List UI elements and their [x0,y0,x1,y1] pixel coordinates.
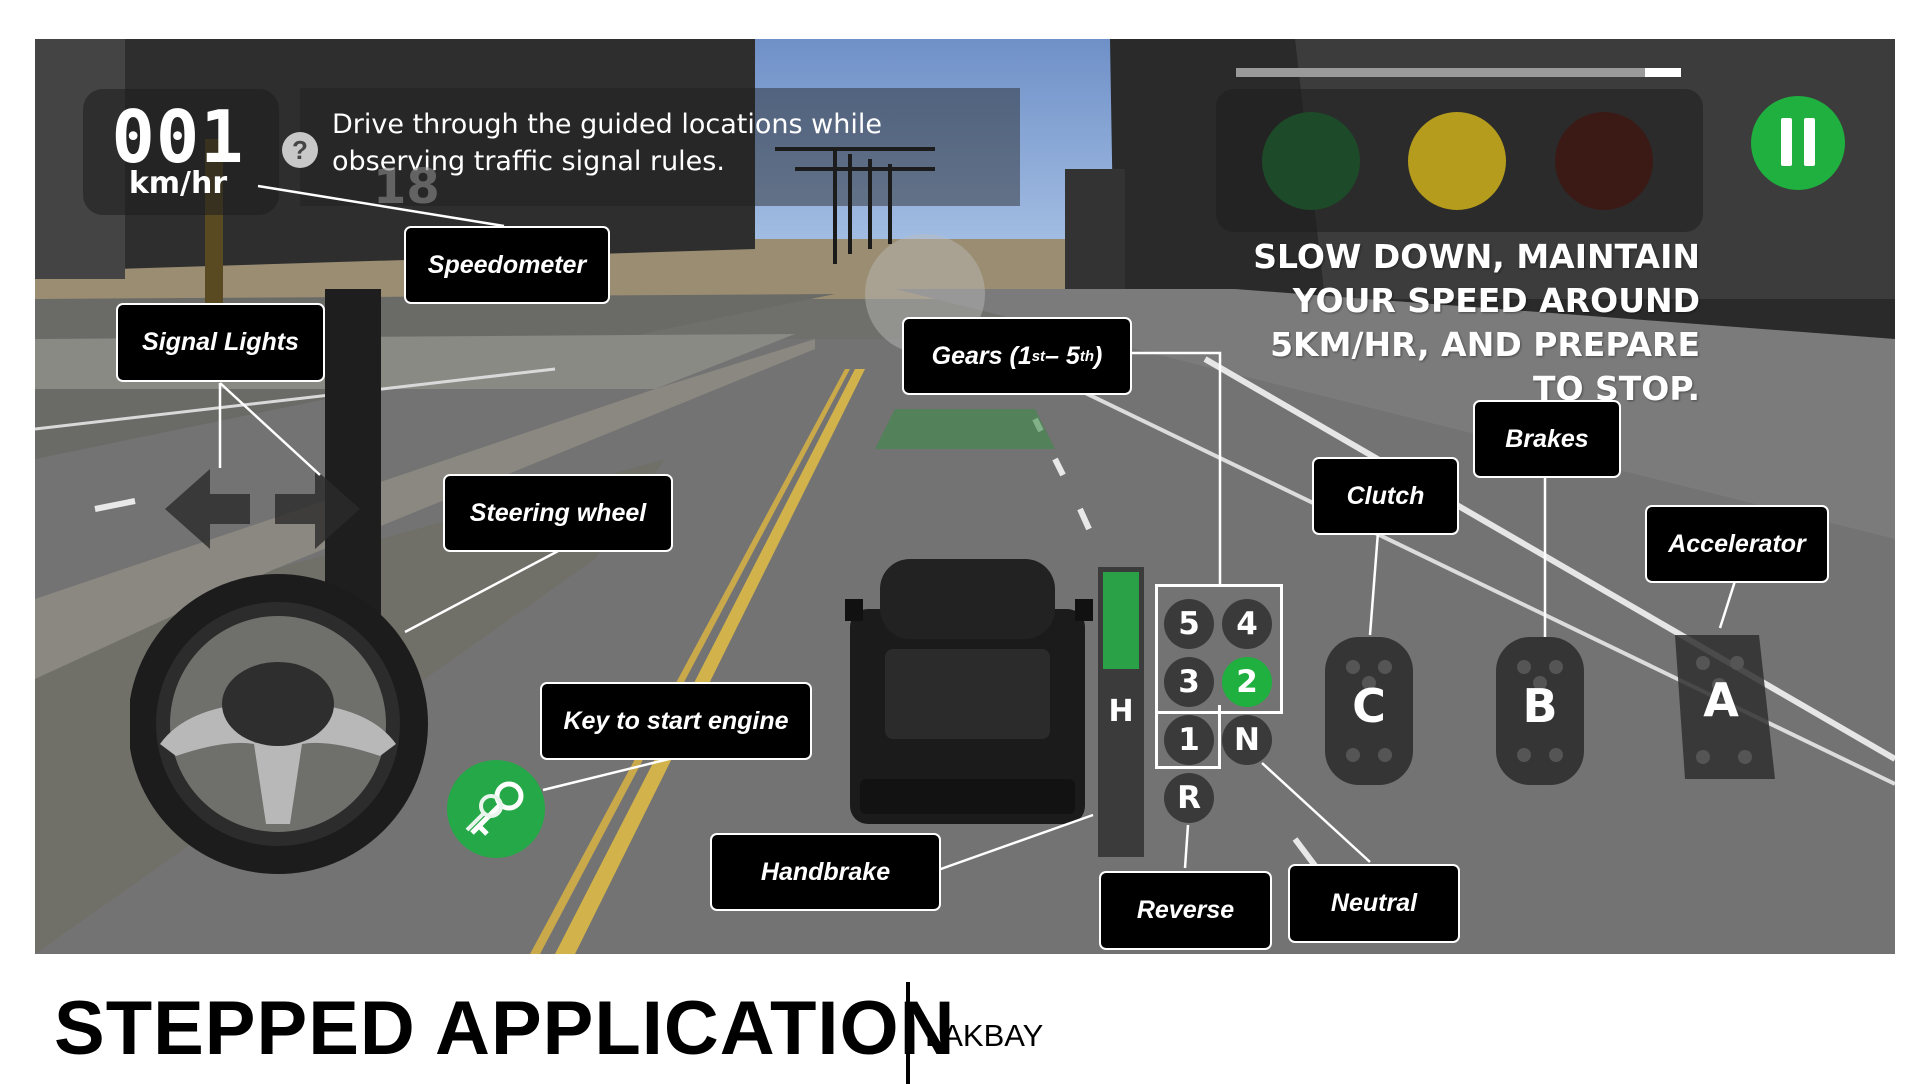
speedometer-panel [83,89,279,215]
right-arrow-icon[interactable] [275,469,360,549]
instruction-text: Drive through the guided locations while… [332,109,882,177]
key-icon [465,781,524,836]
title-separator [906,982,910,1084]
gears-highlight-box-upper [1155,584,1283,714]
gear-4-button[interactable]: 4 [1222,599,1272,649]
callout-accelerator: Accelerator [1645,505,1829,583]
route-progress-bar [1236,68,1681,77]
gear-1-button[interactable]: 1 [1164,715,1214,765]
gears-highlight-box-lower [1155,705,1221,769]
left-arrow-icon[interactable] [165,469,250,549]
help-icon[interactable]: ? [282,132,318,168]
speed-value: 001 [111,95,245,179]
clutch-letter: C [1352,679,1386,733]
handbrake-fill [1103,572,1139,669]
gear-5-button[interactable]: 5 [1164,599,1214,649]
green-light [1262,112,1360,210]
gear-3-button[interactable]: 3 [1164,657,1214,707]
callout-handbrake: Handbrake [710,833,941,911]
brake-pedal[interactable]: B [1494,635,1586,787]
steering-wheel-icon[interactable] [130,574,430,894]
yellow-light [1408,112,1506,210]
callout-reverse: Reverse [1099,871,1272,950]
callout-brakes: Brakes [1473,400,1621,478]
driving-advice: SLOW DOWN, MAINTAIN YOUR SPEED AROUND 5K… [1253,237,1700,408]
callout-neutral: Neutral [1288,864,1460,943]
signal-lights-controls [165,469,360,549]
slide-title: STEPPED APPLICATION [54,986,956,1071]
player-car [845,559,1093,824]
slide-subtitle: LAKBAY [925,1018,1044,1053]
callout-signal-lights: Signal Lights [116,303,325,382]
road-sign-number: 18 [373,159,440,215]
accelerator-letter: A [1703,673,1739,727]
speed-unit: km/hr [128,166,228,201]
gear-2-button[interactable]: 2 [1222,657,1272,707]
brake-letter: B [1522,679,1558,733]
callout-speedometer: Speedometer [404,226,610,304]
accelerator-pedal[interactable]: A [1667,629,1775,781]
callout-clutch: Clutch [1312,457,1459,535]
callout-steering-wheel: Steering wheel [443,474,673,552]
start-engine-button[interactable] [447,760,545,858]
route-progress-fill [1645,68,1681,77]
gear-reverse-button[interactable]: R [1164,773,1214,823]
callout-key-to-start-engine: Key to start engine [540,682,812,760]
pause-icon [1781,118,1792,166]
slide-margin [1488,955,1895,971]
clutch-pedal[interactable]: C [1323,635,1415,787]
handbrake-label: H [1108,694,1134,729]
pause-button[interactable] [1751,96,1845,190]
game-viewport: Drive through the guided locations while… [35,39,1895,954]
handbrake-lever[interactable]: H [1098,567,1144,857]
red-light [1555,112,1653,210]
gear-neutral-button[interactable]: N [1222,715,1272,765]
